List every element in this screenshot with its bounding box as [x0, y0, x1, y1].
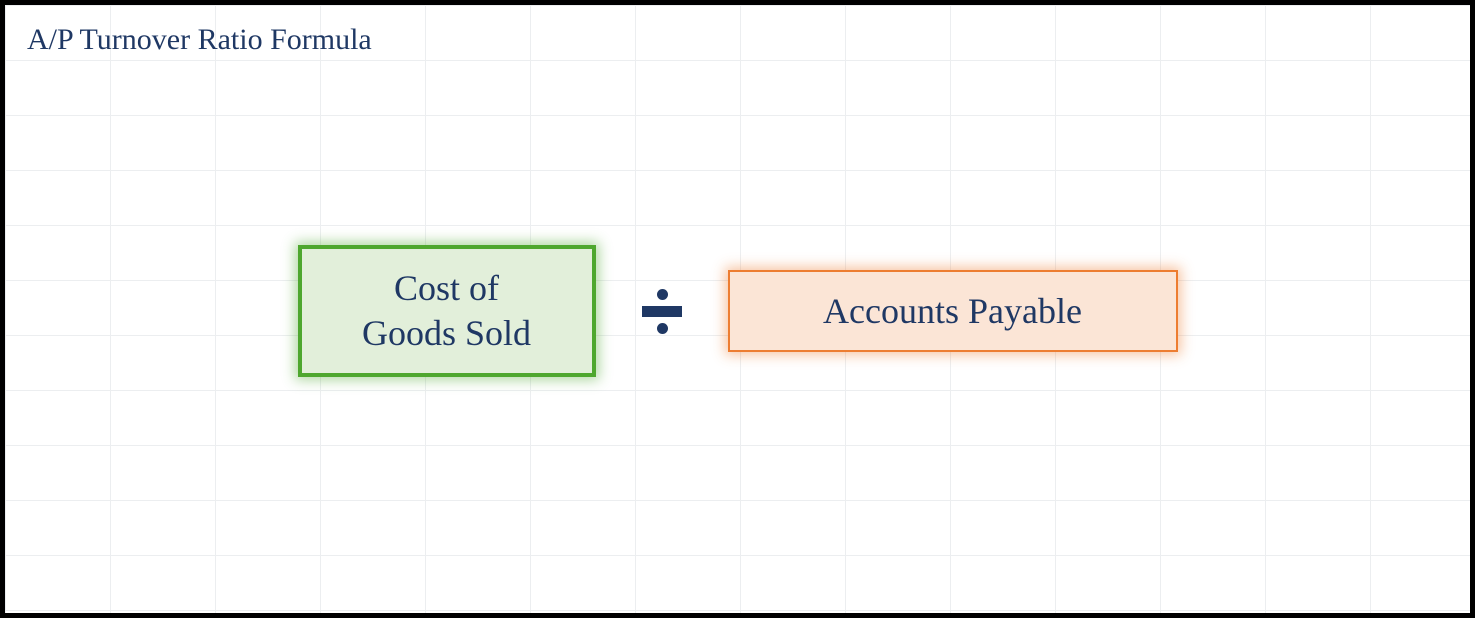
numerator-text: Cost of Goods Sold [362, 266, 531, 356]
denominator-text: Accounts Payable [823, 289, 1082, 334]
formula-row: Cost of Goods Sold Accounts Payable [5, 245, 1470, 377]
denominator-box: Accounts Payable [728, 270, 1178, 352]
diagram-frame: A/P Turnover Ratio Formula Cost of Goods… [0, 0, 1475, 618]
divide-dot-top [657, 289, 668, 300]
divide-operator [632, 261, 692, 361]
diagram-title: A/P Turnover Ratio Formula [27, 23, 372, 57]
numerator-line2: Goods Sold [362, 313, 531, 353]
divide-bar [642, 306, 682, 317]
numerator-box: Cost of Goods Sold [298, 245, 596, 377]
divide-dot-bottom [657, 323, 668, 334]
numerator-line1: Cost of [394, 268, 499, 308]
divide-icon [642, 286, 682, 336]
